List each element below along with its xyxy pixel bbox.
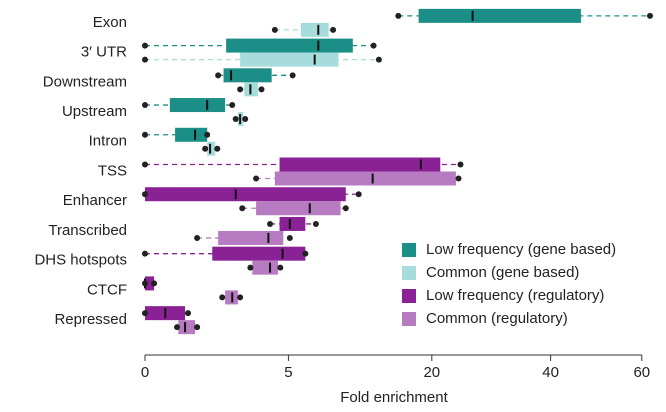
whisker-end xyxy=(185,310,192,317)
x-axis-title: Fold enrichment xyxy=(340,389,448,406)
whisker-end xyxy=(457,161,464,168)
y-tick-label: Enhancer xyxy=(63,192,127,209)
box xyxy=(418,8,581,23)
box xyxy=(169,98,226,113)
whisker-end xyxy=(267,220,274,227)
y-tick-label: 3′ UTR xyxy=(81,44,127,61)
whisker-end xyxy=(647,12,653,19)
box xyxy=(226,38,353,53)
box xyxy=(279,216,306,231)
box xyxy=(252,260,278,275)
whisker-end xyxy=(232,116,239,123)
whisker-end xyxy=(455,175,462,182)
whisker-end xyxy=(214,145,221,152)
whisker-end xyxy=(253,175,260,182)
box xyxy=(256,201,341,216)
whisker-end xyxy=(237,86,244,93)
y-tick-label: Exon xyxy=(93,14,127,31)
y-tick-label: Repressed xyxy=(54,311,127,328)
legend-label: Common (gene based) xyxy=(426,264,579,281)
box xyxy=(279,157,441,172)
whisker-end xyxy=(202,145,209,152)
x-tick-label: 20 xyxy=(423,364,440,381)
y-tick-label: Intron xyxy=(89,133,127,150)
whisker-end xyxy=(370,42,377,49)
whisker-end xyxy=(204,131,211,138)
box xyxy=(178,320,196,335)
box xyxy=(274,171,456,186)
box xyxy=(207,141,216,156)
whisker-end xyxy=(142,250,148,257)
whisker-end xyxy=(355,191,362,198)
whisker-end xyxy=(342,205,349,212)
box xyxy=(212,246,306,261)
whisker-end xyxy=(215,72,222,79)
box xyxy=(240,52,339,67)
whisker-end xyxy=(277,264,284,271)
whisker-end xyxy=(271,26,278,33)
y-tick-label: TSS xyxy=(98,162,127,179)
box xyxy=(300,22,329,37)
whisker-end xyxy=(142,56,148,63)
x-tick-label: 60 xyxy=(633,364,650,381)
whisker-end xyxy=(229,102,236,109)
whisker-end xyxy=(239,205,246,212)
legend-swatch xyxy=(402,243,416,257)
whisker-end xyxy=(142,191,148,198)
legend-swatch xyxy=(402,266,416,280)
box xyxy=(223,68,272,83)
whisker-end xyxy=(142,102,148,109)
y-tick-label: DHS hotspots xyxy=(34,252,127,269)
x-tick-label: 40 xyxy=(542,364,559,381)
whisker-end xyxy=(302,250,309,257)
whisker-end xyxy=(286,234,293,241)
whisker-end xyxy=(142,42,148,49)
legend-swatch xyxy=(402,289,416,303)
whisker-end xyxy=(258,86,265,93)
whisker-end xyxy=(289,72,296,79)
legend-label: Low frequency (gene based) xyxy=(426,241,616,258)
x-tick-label: 0 xyxy=(141,364,149,381)
legend-label: Common (regulatory) xyxy=(426,310,568,327)
whisker-end xyxy=(375,56,382,63)
box xyxy=(175,127,208,142)
box xyxy=(218,230,284,245)
whisker-end xyxy=(330,26,337,33)
whisker-end xyxy=(142,161,148,168)
whisker-end xyxy=(142,310,148,317)
whisker-end xyxy=(194,324,201,331)
whisker-end xyxy=(247,264,254,271)
whisker-end xyxy=(219,294,226,301)
box xyxy=(145,187,346,202)
y-tick-label: Downstream xyxy=(43,73,127,90)
whisker-end xyxy=(194,234,201,241)
whisker-end xyxy=(142,280,148,287)
x-tick-label: 5 xyxy=(284,364,292,381)
whisker-end xyxy=(312,220,319,227)
whisker-end xyxy=(242,116,249,123)
whisker-end xyxy=(174,324,181,331)
whisker-end xyxy=(395,12,402,19)
legend-swatch xyxy=(402,312,416,326)
whisker-end xyxy=(237,294,244,301)
legend-label: Low frequency (regulatory) xyxy=(426,287,604,304)
y-tick-label: Upstream xyxy=(62,103,127,120)
whisker-end xyxy=(151,280,158,287)
y-tick-label: Transcribed xyxy=(48,222,127,239)
box xyxy=(145,276,155,291)
y-tick-label: CTCF xyxy=(87,281,127,298)
whisker-end xyxy=(142,131,148,138)
